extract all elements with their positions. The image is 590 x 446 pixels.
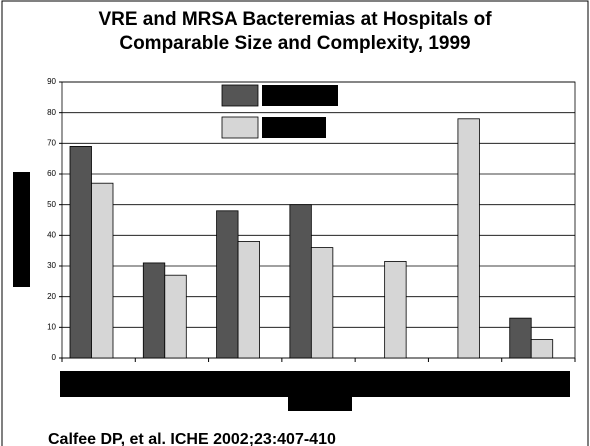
bar <box>91 182 114 359</box>
redacted-axis-title <box>288 396 352 411</box>
legend-swatch <box>221 84 259 107</box>
source: Calfee DP, et al. ICHE 2002;23:407-410 <box>48 431 336 446</box>
y-tick-label: 20 <box>47 292 56 301</box>
y-tick-label: 50 <box>47 200 56 209</box>
chart-title-line: VRE and MRSA Bacteremias at Hospitals of <box>98 9 492 30</box>
bar <box>142 262 166 359</box>
bar <box>237 241 260 359</box>
bar <box>509 317 532 359</box>
y-tick-label: 90 <box>47 77 56 86</box>
y-tick-label: 70 <box>47 138 56 147</box>
y-tick-label: 60 <box>47 169 56 178</box>
bar <box>530 339 554 359</box>
chart-title-line: Comparable Size and Complexity, 1999 <box>119 33 470 54</box>
bar <box>384 260 407 359</box>
bar <box>69 145 92 359</box>
bar <box>164 274 187 359</box>
bar <box>310 247 334 359</box>
bar <box>457 118 480 359</box>
y-tick-label: 30 <box>47 261 56 270</box>
y-tick-label: 40 <box>47 230 56 239</box>
redacted-axis-label <box>13 172 30 287</box>
redacted-category-labels <box>60 371 570 397</box>
y-tick-label: 10 <box>47 322 56 331</box>
bar <box>216 210 239 359</box>
redacted-legend-label <box>262 117 326 138</box>
bar <box>289 204 312 359</box>
redacted-legend-label <box>262 85 338 106</box>
legend-swatch <box>221 116 259 139</box>
y-tick-label: 80 <box>47 108 56 117</box>
y-tick-label: 0 <box>52 353 57 362</box>
